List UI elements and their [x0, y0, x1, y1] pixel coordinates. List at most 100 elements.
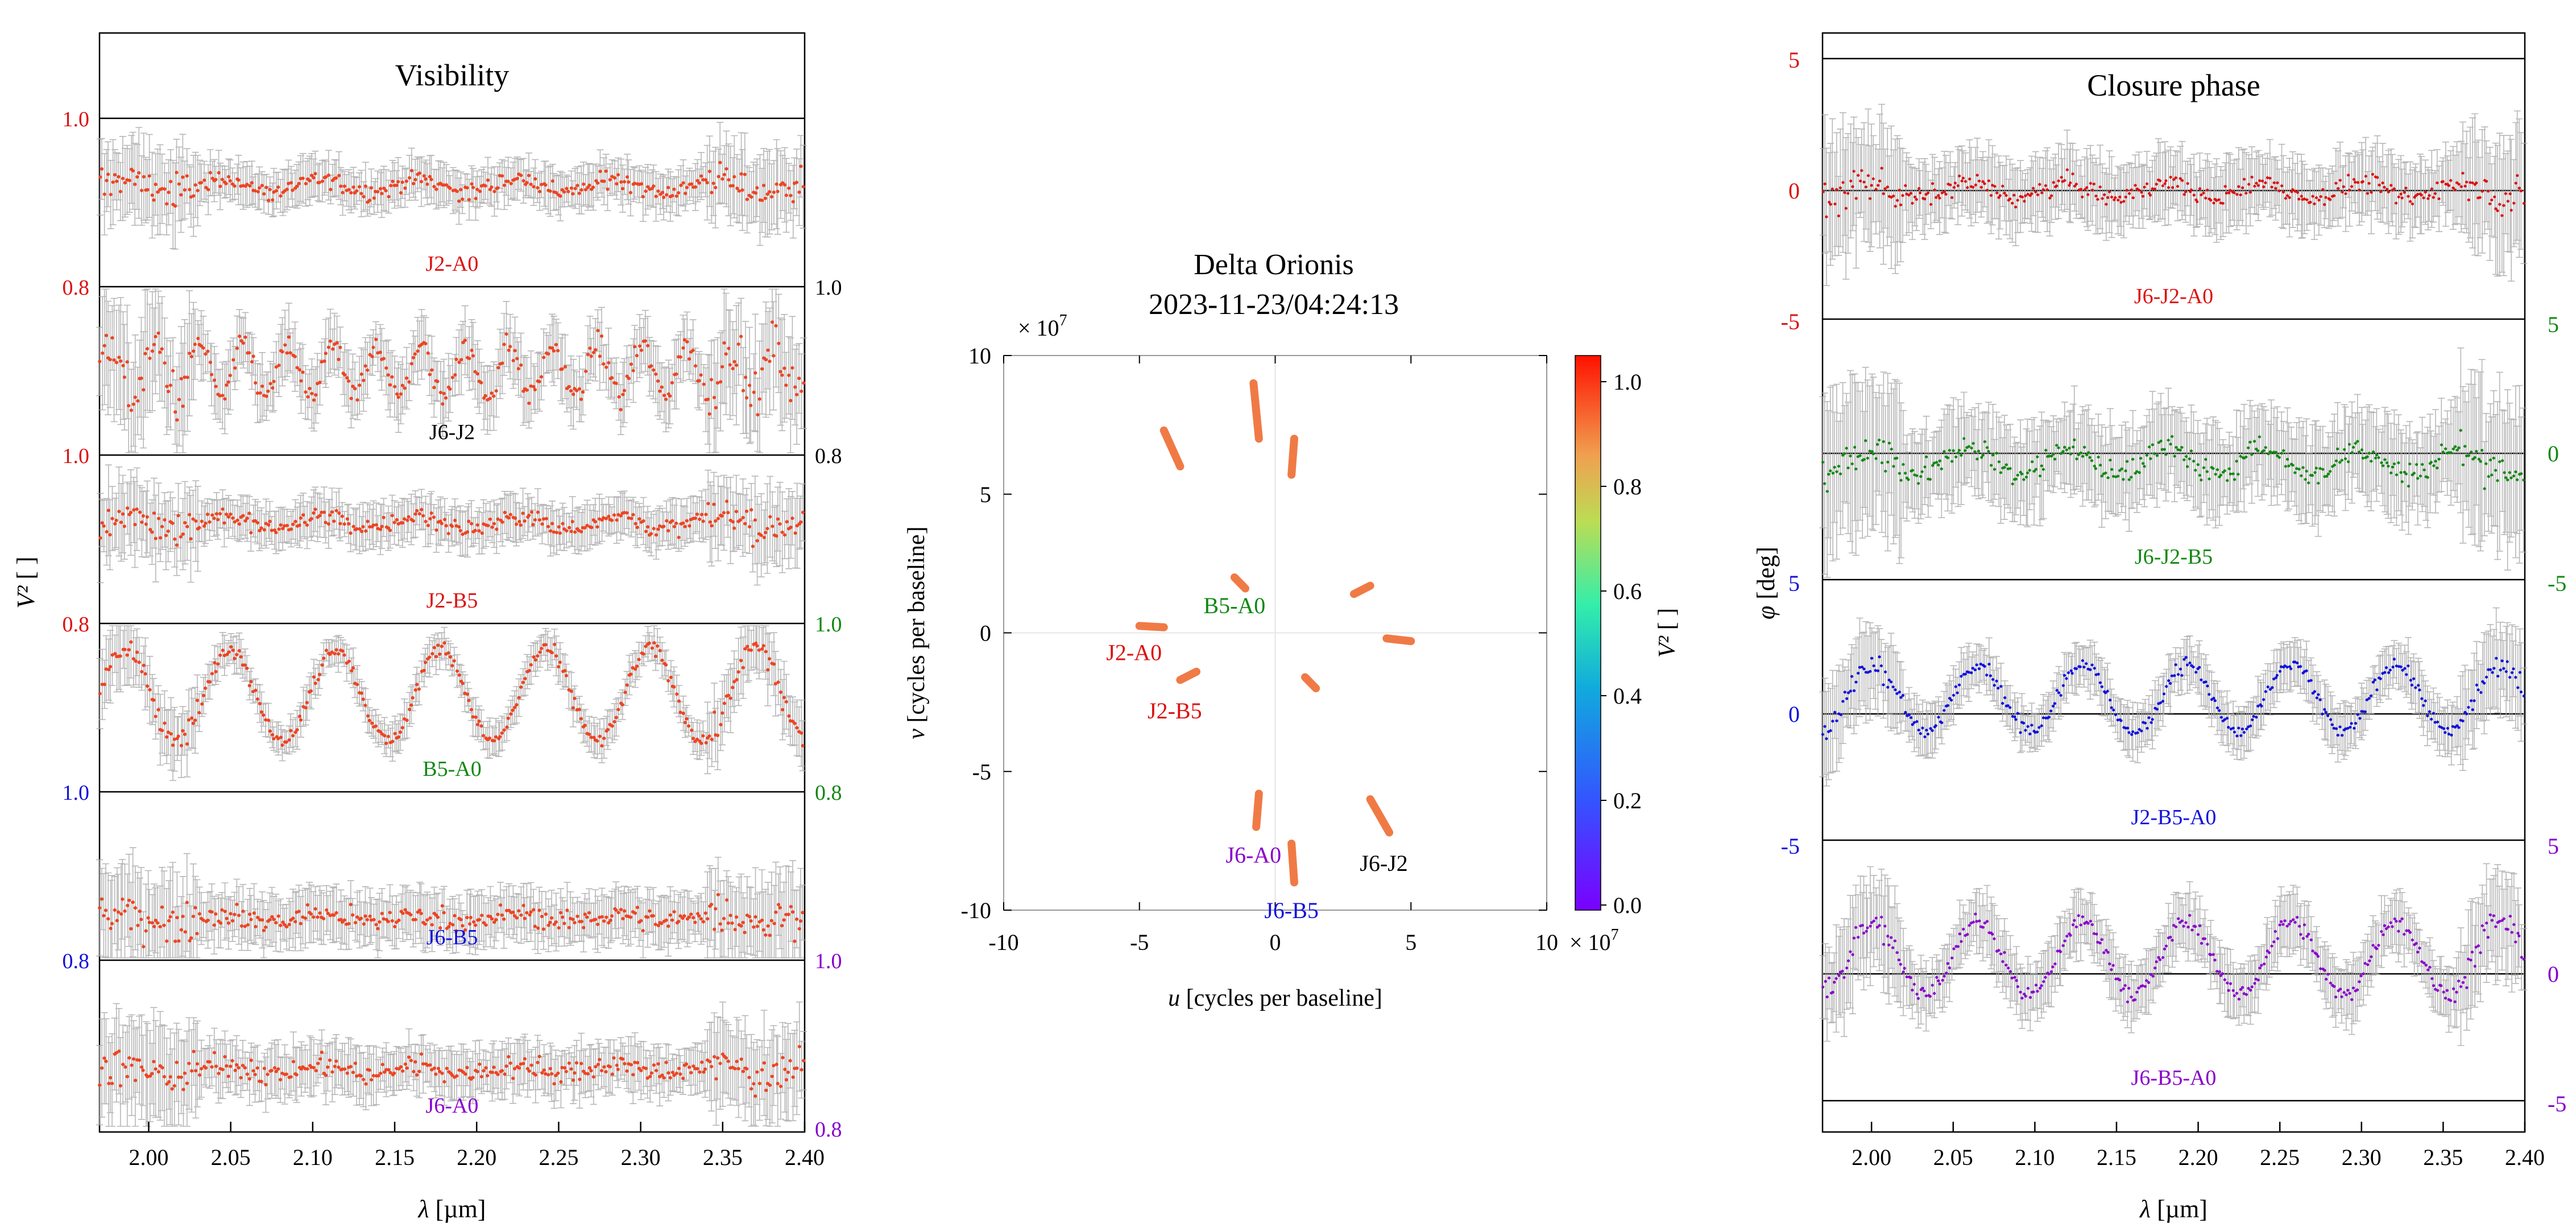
uv-yscale-label: × 107: [1018, 312, 1067, 341]
y-axis-symbol: φ: [1752, 606, 1780, 619]
series-j2-b5: [97, 464, 807, 586]
ytick-label: 0.8: [63, 613, 90, 637]
scale-base: × 10: [1569, 929, 1611, 955]
y-axis-unit: [ ]: [12, 556, 40, 585]
uv-ytick-label: -5: [972, 759, 991, 784]
uv-track-4: [1230, 573, 1249, 593]
baseline-label: B5-A0: [1203, 593, 1265, 618]
series-label: J6-J2-A0: [2134, 284, 2213, 308]
uv-xscale-label: × 107: [1569, 926, 1619, 955]
ytick-label: 1.0: [815, 613, 842, 637]
xtick-label: 2.35: [2423, 1145, 2463, 1170]
axis-symbol: v: [904, 729, 930, 739]
data-points: [98, 893, 805, 949]
ytick-label: 0: [2548, 961, 2559, 987]
visibility-frame: [98, 32, 806, 1133]
colorbar-tick-label: 0.2: [1613, 788, 1642, 813]
x-axis-label: λ [µm]: [417, 1195, 486, 1223]
scale-exp: 7: [1611, 926, 1619, 944]
series-j6-a0: [96, 1001, 807, 1127]
colorbar-tick-label: 0.8: [1613, 474, 1642, 499]
uv-y-axis-label: v [cycles per baseline]: [904, 526, 930, 739]
ytick-label: 1.0: [63, 781, 90, 805]
error-bars: [1819, 863, 2528, 1046]
ytick-label: -5: [2548, 571, 2566, 596]
series-label: J2-A0: [426, 252, 479, 276]
baseline-label: J6-B5: [1264, 898, 1319, 923]
uv-track-12: [1366, 795, 1394, 837]
x-axis-unit: [µm]: [2151, 1195, 2208, 1223]
axis-unit: [cycles per baseline]: [1180, 985, 1382, 1011]
axis-symbol: V²: [1654, 635, 1680, 658]
uv-track-2: [1249, 379, 1263, 443]
uv-track-5: [1349, 581, 1374, 598]
data-points: [98, 640, 805, 748]
colorbar-label: V² [ ]: [1654, 608, 1680, 658]
uv-subtitle: 2023-11-23/04:24:13: [1149, 288, 1399, 321]
y-axis-unit: [deg]: [1752, 547, 1780, 606]
colorbar: [1575, 355, 1601, 911]
ytick-label: -5: [1781, 309, 1800, 334]
uv-coverage-panel: Delta Orionis 2023-11-23/04:24:13 -10 -10 -5…: [904, 249, 1680, 1011]
ytick-label: 5: [2548, 312, 2559, 337]
baseline-label: J6-A0: [1225, 842, 1281, 868]
axis-unit: [ ]: [1654, 608, 1680, 636]
uv-track-9: [1301, 673, 1320, 692]
closure-title: Closure phase: [2087, 68, 2260, 102]
data-points: [1821, 655, 2525, 741]
scale-exp: 7: [1059, 312, 1067, 329]
series-j2-b5-a0: [1819, 607, 2528, 787]
axis-unit: [cycles per baseline]: [904, 526, 930, 729]
uv-x-axis-label: u [cycles per baseline]: [1168, 985, 1382, 1011]
series-label: J2-B5-A0: [2131, 805, 2217, 829]
ytick-label: 0: [1788, 701, 1800, 727]
ytick-label: 5: [1788, 571, 1800, 596]
closure-phase-panel: Closure phase 5 0 -5 J6-J2-A0 5 0 -5 J6-J2-B5 5 0 -…: [1752, 32, 2566, 1223]
uv-track-8: [1176, 667, 1201, 684]
data-points: [1821, 429, 2525, 493]
series-j6-b5: [96, 847, 806, 958]
ytick-label: 5: [2548, 833, 2559, 859]
x-axis-unit: [µm]: [429, 1195, 486, 1223]
colorbar-tick-label: 0.0: [1613, 893, 1642, 918]
y-axis-label: V² [ ]: [12, 556, 40, 608]
y-axis-label: φ [deg]: [1752, 547, 1780, 619]
data-points: [98, 160, 805, 208]
xtick-label: 2.35: [703, 1145, 743, 1170]
error-bars: [1819, 607, 2528, 787]
y-axis-symbol: V²: [12, 585, 40, 609]
ytick-label: 0: [1788, 178, 1800, 204]
xtick-label: 2.15: [2097, 1145, 2136, 1170]
ytick-label: 0.8: [63, 276, 90, 300]
xtick-label: 2.10: [293, 1145, 333, 1170]
ytick-label: -5: [1781, 833, 1800, 859]
series-j6-b5-a0: [1819, 863, 2528, 1046]
x-axis-label: λ [µm]: [2139, 1195, 2208, 1223]
xtick-label: 2.15: [375, 1145, 415, 1170]
error-bars: [1819, 347, 2527, 578]
xtick-label: 2.25: [539, 1145, 578, 1170]
uv-ytick-label: -10: [961, 898, 991, 923]
uv-ytick-label: 5: [980, 482, 991, 507]
axis-symbol: u: [1168, 985, 1180, 1011]
uv-track-11: [1287, 840, 1298, 887]
x-axis-symbol: λ: [417, 1195, 429, 1223]
series-j6-j2-b5: [1819, 347, 2527, 578]
ytick-label: 5: [1788, 47, 1800, 73]
uv-ytick-label: 0: [980, 621, 991, 646]
ytick-label: 1.0: [63, 444, 90, 468]
uv-xtick-label: -5: [1130, 929, 1149, 955]
colorbar-tick-label: 0.4: [1613, 683, 1642, 709]
xtick-label: 2.05: [211, 1145, 251, 1170]
uv-xtick-label: -10: [988, 929, 1018, 955]
uv-track-7: [1135, 622, 1168, 631]
xtick-label: 2.30: [2342, 1145, 2382, 1170]
scale-base: × 10: [1018, 315, 1059, 341]
x-axis-symbol: λ: [2139, 1195, 2151, 1223]
xtick-label: 2.40: [2505, 1145, 2545, 1170]
baseline-label: J2-A0: [1106, 640, 1162, 666]
baseline-label: J2-B5: [1148, 698, 1202, 724]
ytick-label: -5: [2548, 1091, 2566, 1117]
ytick-label: 1.0: [815, 276, 842, 300]
